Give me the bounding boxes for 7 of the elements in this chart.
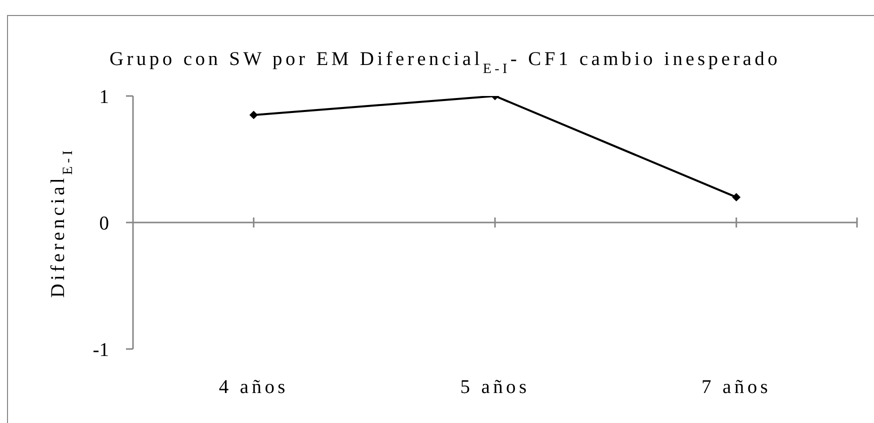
y-tick-label: 1 xyxy=(99,86,109,108)
chart-title: Grupo con SW por EM Diferencial$_{E-I}$- CF1 cambio inesperado xyxy=(109,49,781,77)
x-tick-label: 4 años xyxy=(218,376,288,398)
x-tick-label: 5 años xyxy=(460,376,530,398)
y-tick-label: 0 xyxy=(99,213,109,234)
y-tick-label: -1 xyxy=(92,340,109,361)
x-tick-label: 7 años xyxy=(702,376,772,398)
